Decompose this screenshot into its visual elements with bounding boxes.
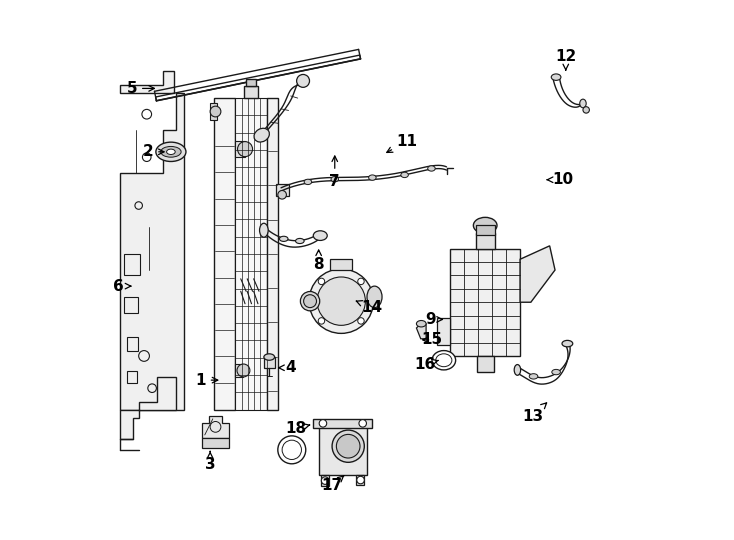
Ellipse shape: [562, 340, 573, 347]
Bar: [476, 225, 495, 234]
Bar: [236, 364, 244, 377]
Text: 16: 16: [415, 356, 438, 372]
Ellipse shape: [551, 74, 561, 80]
Ellipse shape: [401, 172, 408, 178]
Text: 7: 7: [330, 156, 340, 189]
Bar: [476, 233, 495, 248]
Text: 17: 17: [321, 476, 344, 494]
Ellipse shape: [167, 149, 175, 154]
Bar: [127, 371, 137, 383]
Polygon shape: [120, 377, 176, 439]
Ellipse shape: [296, 239, 304, 244]
Polygon shape: [321, 475, 330, 486]
Ellipse shape: [580, 99, 586, 108]
Ellipse shape: [319, 318, 324, 324]
Polygon shape: [450, 248, 520, 356]
Polygon shape: [120, 93, 184, 410]
Ellipse shape: [357, 278, 364, 285]
Ellipse shape: [254, 129, 269, 142]
Ellipse shape: [260, 223, 268, 237]
Text: 18: 18: [286, 421, 310, 436]
Text: 12: 12: [555, 49, 576, 70]
Ellipse shape: [278, 436, 306, 464]
Polygon shape: [264, 357, 275, 368]
Text: 14: 14: [356, 300, 383, 315]
Bar: [124, 254, 140, 275]
Text: 6: 6: [114, 279, 131, 294]
Bar: [476, 356, 494, 372]
Polygon shape: [266, 98, 278, 410]
Ellipse shape: [319, 278, 324, 285]
Ellipse shape: [359, 420, 366, 427]
Ellipse shape: [357, 318, 364, 324]
Ellipse shape: [331, 177, 338, 182]
Ellipse shape: [432, 350, 456, 370]
Ellipse shape: [321, 477, 329, 484]
Ellipse shape: [473, 218, 497, 233]
Polygon shape: [120, 71, 174, 93]
Ellipse shape: [336, 434, 360, 458]
Ellipse shape: [210, 106, 221, 117]
Ellipse shape: [583, 107, 589, 113]
Ellipse shape: [309, 269, 374, 333]
Ellipse shape: [332, 430, 364, 462]
Polygon shape: [202, 437, 229, 448]
Ellipse shape: [357, 476, 364, 484]
Ellipse shape: [264, 354, 275, 360]
Ellipse shape: [297, 75, 310, 87]
Ellipse shape: [300, 292, 320, 311]
Polygon shape: [416, 323, 426, 339]
Ellipse shape: [238, 141, 252, 157]
Bar: [246, 79, 255, 86]
Polygon shape: [520, 246, 555, 302]
Polygon shape: [214, 98, 236, 410]
Text: 5: 5: [126, 81, 154, 96]
Ellipse shape: [317, 277, 366, 325]
Ellipse shape: [161, 146, 181, 157]
Ellipse shape: [436, 354, 452, 367]
Text: 9: 9: [425, 312, 443, 327]
Text: 8: 8: [313, 250, 324, 272]
Ellipse shape: [237, 364, 250, 377]
Text: 10: 10: [547, 172, 574, 187]
Bar: [480, 228, 490, 233]
Polygon shape: [202, 416, 229, 437]
Ellipse shape: [156, 142, 186, 161]
Bar: [236, 141, 245, 157]
Ellipse shape: [304, 295, 316, 308]
Ellipse shape: [515, 364, 520, 375]
Ellipse shape: [282, 440, 302, 460]
Ellipse shape: [367, 286, 382, 308]
Text: 4: 4: [279, 360, 296, 375]
Ellipse shape: [319, 420, 327, 427]
Ellipse shape: [416, 321, 426, 327]
Polygon shape: [236, 98, 266, 410]
Bar: [330, 259, 352, 270]
Ellipse shape: [280, 237, 288, 241]
Ellipse shape: [529, 374, 538, 379]
Ellipse shape: [313, 231, 327, 240]
Ellipse shape: [552, 369, 560, 375]
Polygon shape: [313, 418, 372, 428]
Polygon shape: [356, 475, 364, 485]
Bar: [124, 297, 137, 313]
Ellipse shape: [278, 191, 286, 199]
Text: 15: 15: [421, 332, 442, 347]
Ellipse shape: [368, 175, 376, 180]
Polygon shape: [319, 424, 367, 475]
Text: 13: 13: [522, 403, 547, 423]
Bar: [127, 337, 137, 350]
Polygon shape: [210, 104, 217, 119]
Polygon shape: [276, 184, 289, 196]
Bar: [244, 86, 258, 98]
Text: 3: 3: [205, 451, 216, 472]
Ellipse shape: [428, 166, 435, 171]
Text: 1: 1: [195, 373, 218, 388]
Polygon shape: [437, 319, 450, 345]
Text: 2: 2: [142, 144, 164, 159]
Polygon shape: [312, 296, 328, 307]
Ellipse shape: [304, 179, 312, 185]
Text: 11: 11: [387, 133, 418, 152]
